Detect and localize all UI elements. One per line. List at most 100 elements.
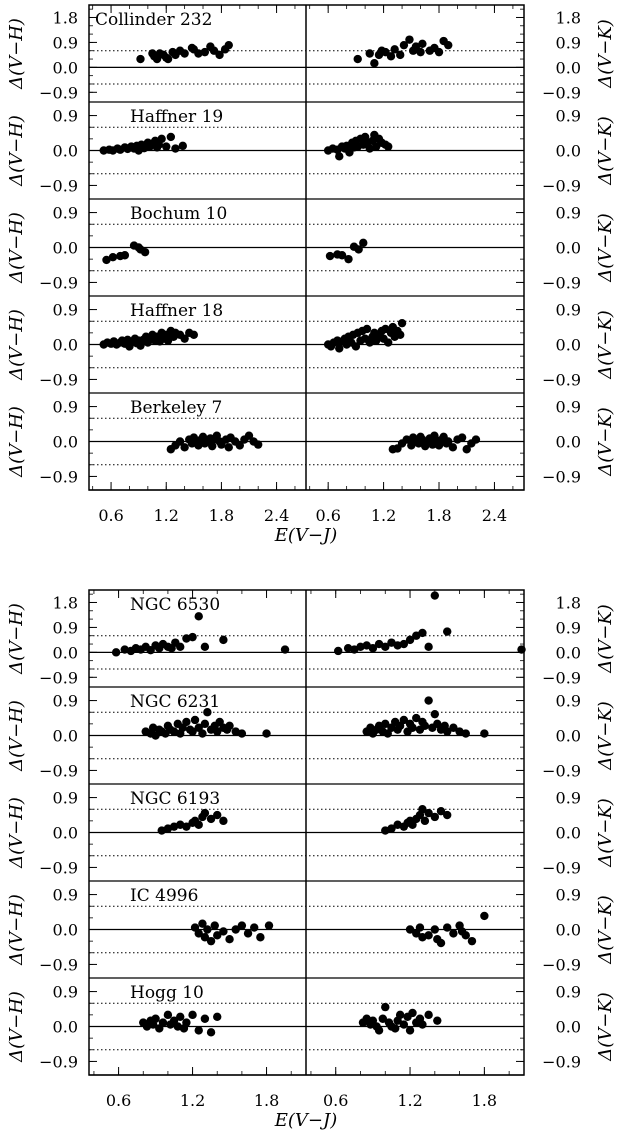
y-tick-label-left: 0.9: [53, 204, 78, 223]
data-point: [430, 812, 440, 822]
data-point: [396, 330, 405, 339]
y-tick-label-right: 0.9: [556, 983, 581, 1002]
y-tick-label-left: 0.9: [53, 789, 78, 808]
data-point: [243, 929, 253, 938]
data-point: [180, 49, 189, 58]
data-point: [444, 40, 453, 50]
y-tick-label-left: 0.9: [53, 301, 78, 320]
y-axis-label-right: Δ(V−K): [595, 213, 616, 283]
data-point: [461, 931, 470, 940]
data-point: [378, 1014, 387, 1023]
y-tick-label-left: −0.9: [39, 1052, 78, 1071]
data-point: [262, 729, 271, 738]
y-tick-label-left: 0.0: [53, 433, 78, 452]
y-tick-label-left: −0.9: [39, 668, 78, 687]
data-point: [151, 1014, 160, 1023]
data-point: [430, 709, 440, 719]
data-point: [210, 921, 219, 930]
x-axis-label: E(V−J): [274, 1110, 337, 1130]
data-point: [280, 645, 290, 654]
data-point: [436, 938, 446, 948]
data-point: [480, 911, 489, 921]
data-point: [416, 47, 425, 57]
data-point: [443, 627, 452, 636]
data-point: [418, 1020, 427, 1029]
data-point: [157, 134, 166, 144]
data-point: [444, 437, 453, 446]
data-point: [467, 936, 477, 946]
y-axis-label-left: Δ(V−H): [6, 115, 27, 187]
y-axis-label-right: Δ(V−K): [595, 407, 616, 477]
data-point: [448, 443, 458, 452]
x-tick-label: 1.8: [209, 506, 234, 525]
data-point: [198, 729, 207, 738]
y-tick-label-left: 0.0: [53, 239, 78, 258]
data-point: [399, 40, 409, 50]
data-point: [198, 919, 207, 928]
cluster-title: NGC 6231: [130, 692, 220, 712]
cluster-title: Bochum 10: [130, 204, 227, 224]
y-axis-label-right: Δ(V−K): [595, 798, 616, 868]
data-point: [405, 925, 415, 934]
data-point: [200, 1014, 210, 1023]
x-tick-label: 1.2: [180, 1091, 205, 1110]
data-point: [411, 42, 421, 51]
data-point: [200, 933, 210, 942]
x-tick-label: 0.6: [106, 1091, 131, 1110]
y-tick-label-left: 0.9: [53, 398, 78, 417]
data-point: [415, 923, 425, 932]
x-tick-label: 2.4: [264, 506, 289, 525]
y-tick-label-right: 0.0: [556, 643, 581, 662]
y-tick-label-right: 0.9: [556, 886, 581, 905]
y-axis-label-left: Δ(V−H): [6, 309, 27, 381]
data-point: [405, 635, 415, 645]
y-tick-label-right: 0.9: [556, 692, 581, 711]
y-tick-label-left: 0.9: [53, 618, 78, 637]
data-point: [430, 591, 440, 600]
data-point: [213, 810, 222, 820]
y-axis-label-left: Δ(V−H): [6, 212, 27, 284]
y-tick-label-left: −0.9: [39, 858, 78, 877]
data-point: [344, 254, 353, 264]
x-tick-label: 1.2: [154, 506, 179, 525]
data-point: [182, 822, 191, 831]
chart-group-bottom: 1.8 1.8 0.9 0.9 0.0 0.0 −0.9 −0.9 Δ(V−H) Δ(V−K) NG…: [6, 589, 616, 1130]
data-point: [244, 431, 254, 440]
data-point: [237, 729, 247, 738]
y-tick-label-right: 0.0: [556, 727, 581, 746]
data-point: [256, 933, 265, 942]
y-tick-label-left: −0.9: [39, 273, 78, 292]
y-axis-label-right: Δ(V−K): [595, 310, 616, 380]
data-point: [166, 132, 176, 142]
data-point: [213, 1012, 222, 1021]
data-point: [480, 729, 489, 738]
data-point: [386, 52, 396, 61]
data-point: [430, 925, 440, 934]
y-tick-label-right: −0.9: [542, 370, 581, 389]
chart-group-top: 1.8 1.8 0.9 0.9 0.0 0.0 −0.9 −0.9 Δ(V−H) Δ(V−K) Co…: [6, 4, 616, 546]
y-tick-label-left: 0.0: [53, 58, 78, 77]
data-point: [399, 1020, 409, 1029]
data-point: [443, 727, 452, 736]
x-tick-label: 0.6: [323, 1091, 348, 1110]
data-point: [365, 49, 374, 58]
data-point: [182, 1018, 191, 1027]
data-point: [237, 921, 247, 930]
y-tick-label-right: 0.9: [556, 204, 581, 223]
data-point: [408, 723, 417, 732]
data-point: [162, 142, 171, 151]
y-tick-label-right: −0.9: [542, 668, 581, 687]
data-point: [180, 334, 189, 343]
y-tick-label-right: 0.0: [556, 921, 581, 940]
x-axis-label: E(V−J): [274, 525, 337, 546]
cluster-panel: 0.9 0.9 0.0 0.0 −0.9 −0.9 Δ(V−H) Δ(V−K) NGC 6231: [6, 692, 616, 785]
data-point: [457, 433, 467, 442]
cluster-panel: 0.9 0.9 0.0 0.0 −0.9 −0.9 Δ(V−H) Δ(V−K) Hogg 10: [6, 983, 616, 1076]
y-tick-label-left: 0.0: [53, 142, 78, 161]
y-tick-label-right: −0.9: [542, 858, 581, 877]
y-tick-label-right: 0.9: [556, 398, 581, 417]
data-point: [189, 330, 199, 339]
data-point: [395, 1010, 405, 1020]
data-point: [213, 727, 222, 736]
